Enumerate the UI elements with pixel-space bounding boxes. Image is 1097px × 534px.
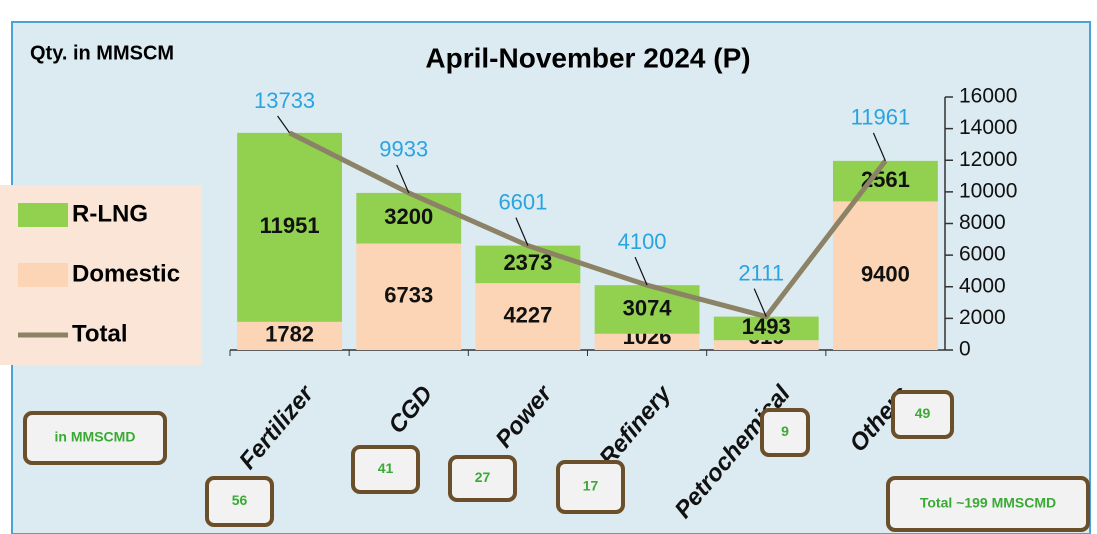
- mmscmd-label: 17: [583, 478, 599, 494]
- y-tick-label: 10000: [959, 179, 1017, 202]
- leader: [872, 132, 886, 162]
- bar-segment: [832, 160, 938, 202]
- segment-label: 2373: [503, 250, 552, 275]
- mmscmd-label: 56: [232, 492, 248, 508]
- mmscmd-label: in MMSCMD: [55, 429, 136, 445]
- y-tick-label: 14000: [959, 116, 1017, 139]
- mmscmd-label: Total ~199 MMSCMD: [920, 495, 1056, 511]
- bar-segment: [713, 340, 819, 350]
- mmscmd-box: [448, 455, 517, 502]
- y-tick-label: 0: [959, 338, 971, 361]
- segment-label: 6733: [384, 283, 433, 308]
- bar-segment: [713, 316, 819, 341]
- segment-label: 9400: [861, 261, 910, 286]
- mmscmd-box: [351, 445, 420, 494]
- total-label: 9933: [379, 137, 428, 162]
- mmscmd-label: 41: [378, 460, 394, 476]
- leader: [396, 164, 410, 194]
- segment-label: 3200: [384, 204, 433, 229]
- legend-label: Domestic: [72, 260, 180, 287]
- segment-label: 4227: [503, 302, 552, 327]
- bar-segment: [356, 192, 462, 244]
- legend-swatch: [18, 263, 68, 287]
- mmscmd-box: [23, 411, 167, 465]
- mmscmd-label: 27: [475, 469, 491, 485]
- bar-segment: [475, 283, 581, 350]
- total-label: 13733: [254, 88, 315, 113]
- legend-swatch: [18, 203, 68, 227]
- y-tick-label: 6000: [959, 243, 1006, 266]
- bar-segment: [832, 201, 938, 350]
- y-tick-label: 4000: [959, 274, 1006, 297]
- mmscmd-box: [205, 476, 274, 527]
- mmscmd-box: [556, 460, 625, 514]
- segment-label: 1782: [265, 322, 314, 347]
- bar-segment: [475, 245, 581, 284]
- unit-label: Qty. in MMSCM: [30, 42, 174, 64]
- total-line: [288, 130, 888, 320]
- mmscmd-label: 9: [781, 423, 789, 439]
- legend-label: R-LNG: [72, 200, 148, 227]
- leader: [634, 256, 648, 286]
- leader: [753, 288, 767, 317]
- mmscmd-box: [891, 390, 954, 439]
- bar-segment: [356, 243, 462, 350]
- mmscmd-box: [886, 476, 1090, 532]
- leader: [277, 115, 291, 134]
- mmscmd-box: [760, 408, 810, 457]
- total-label: 11961: [851, 105, 911, 130]
- bar-segment: [237, 132, 343, 322]
- total-label: 2111: [738, 260, 784, 285]
- total-label: 6601: [498, 189, 547, 214]
- bar-segment: [237, 321, 343, 350]
- bar-segment: [594, 333, 700, 350]
- leader: [515, 217, 529, 246]
- mmscmd-label: 49: [915, 405, 931, 421]
- segment-label: 3074: [623, 295, 673, 320]
- total-label: 4100: [618, 229, 667, 254]
- y-tick-label: 2000: [959, 306, 1006, 329]
- legend-label: Total: [72, 320, 128, 347]
- y-tick-label: 12000: [959, 148, 1017, 171]
- segment-label: 11951: [260, 213, 320, 238]
- chart-title: April-November 2024 (P): [425, 42, 750, 73]
- y-tick-label: 8000: [959, 211, 1006, 234]
- y-tick-label: 16000: [959, 85, 1017, 108]
